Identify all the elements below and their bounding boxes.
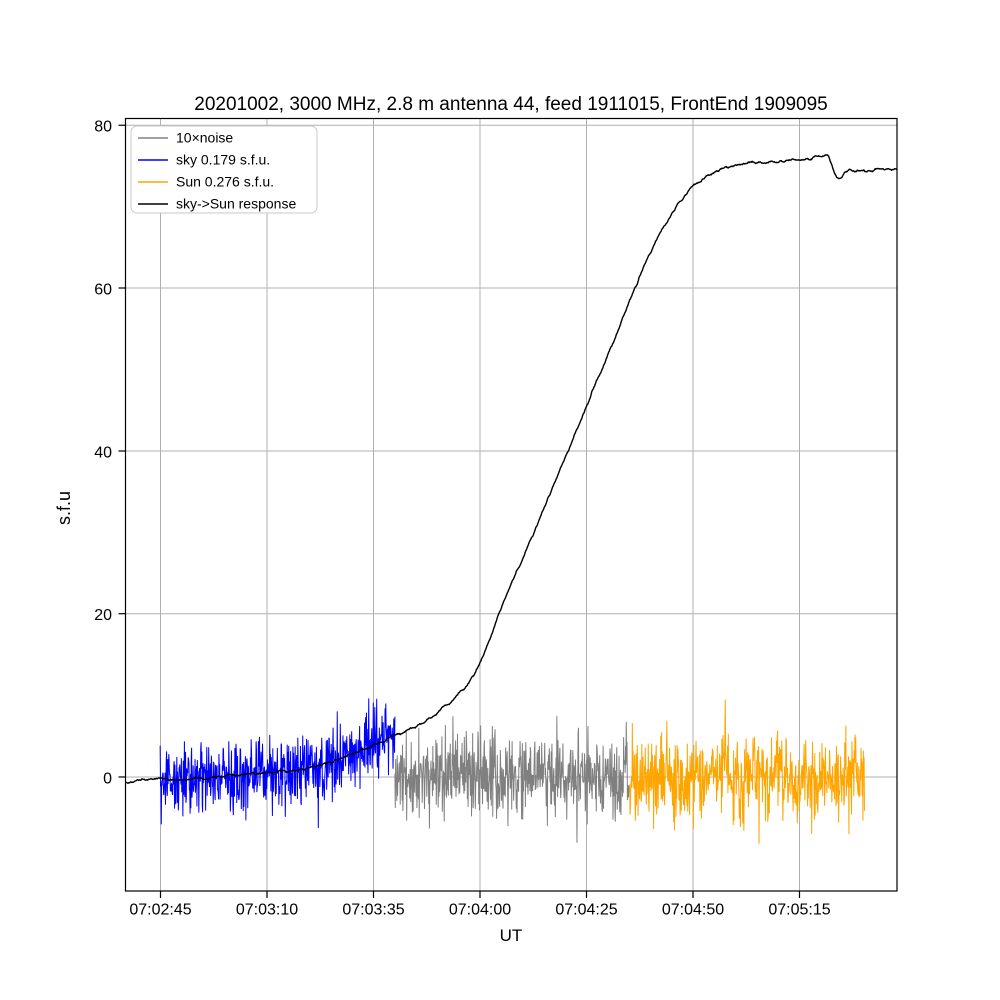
svg-text:60: 60 <box>94 281 112 298</box>
svg-text:07:04:50: 07:04:50 <box>662 902 724 919</box>
svg-text:0: 0 <box>103 770 112 787</box>
svg-text:07:04:00: 07:04:00 <box>449 902 511 919</box>
svg-text:sky->Sun response: sky->Sun response <box>176 196 296 212</box>
svg-text:Sun 0.276 s.f.u.: Sun 0.276 s.f.u. <box>176 174 274 190</box>
svg-text:s.f.u: s.f.u <box>54 491 74 525</box>
svg-text:07:04:25: 07:04:25 <box>555 902 617 919</box>
svg-text:07:03:35: 07:03:35 <box>342 902 404 919</box>
svg-text:20201002, 3000 MHz, 2.8 m ante: 20201002, 3000 MHz, 2.8 m antenna 44, fe… <box>194 94 827 115</box>
svg-text:80: 80 <box>94 119 112 136</box>
svg-text:10×noise: 10×noise <box>176 130 233 146</box>
svg-text:40: 40 <box>94 444 112 461</box>
svg-text:20: 20 <box>94 607 112 624</box>
svg-text:sky 0.179 s.f.u.: sky 0.179 s.f.u. <box>176 152 270 168</box>
svg-text:07:05:15: 07:05:15 <box>768 902 830 919</box>
svg-text:UT: UT <box>500 926 523 945</box>
svg-text:07:03:10: 07:03:10 <box>236 902 298 919</box>
svg-text:07:02:45: 07:02:45 <box>129 902 191 919</box>
